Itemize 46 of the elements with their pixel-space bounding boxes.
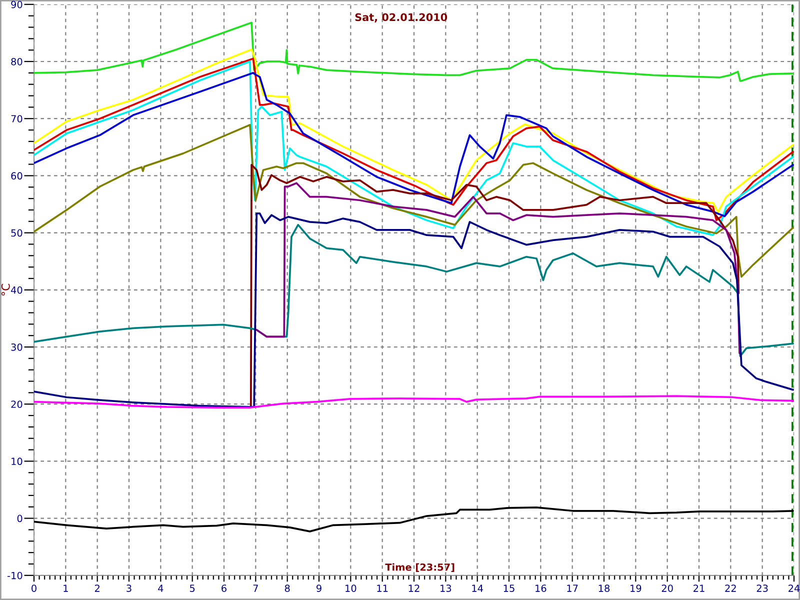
y-tick-label: 60 — [11, 172, 22, 180]
x-tick-label: 2 — [94, 584, 100, 592]
y-axis-title: °C — [1, 284, 10, 296]
x-tick-label: 10 — [346, 584, 356, 592]
x-tick-label: 0 — [32, 584, 36, 592]
x-tick-label: 11 — [377, 584, 388, 592]
y-tick-label: 10 — [12, 458, 22, 466]
y-tick-label: 90 — [11, 0, 22, 8]
x-tick-label: 5 — [190, 584, 195, 592]
line-series — [34, 212, 794, 408]
x-tick-label: 1 — [64, 584, 68, 592]
x-tick-label: 23 — [756, 584, 768, 592]
x-tick-label: 17 — [567, 584, 578, 592]
y-tick-label: 70 — [11, 115, 22, 122]
x-tick-label: 6 — [222, 584, 226, 592]
x-tick-label: 24 — [788, 584, 800, 592]
x-tick-label: 3 — [126, 584, 132, 592]
line-series — [34, 22, 794, 82]
y-tick-label: 30 — [11, 343, 22, 351]
y-tick-label: -10 — [7, 572, 22, 580]
y-tick-label: 0 — [17, 514, 22, 522]
line-series — [256, 182, 740, 354]
line-series — [34, 395, 794, 408]
line-series — [250, 164, 740, 408]
y-tick-label: 40 — [10, 286, 22, 294]
x-tick-label: 19 — [630, 584, 642, 592]
y-tick-label: 80 — [11, 58, 22, 66]
x-tick-label: 22 — [725, 584, 736, 592]
x-tick-label: 7 — [253, 584, 258, 592]
x-tick-label: 13 — [440, 584, 452, 592]
x-tick-label: 18 — [598, 584, 610, 592]
y-tick-label: 20 — [11, 400, 22, 408]
x-tick-label: 14 — [472, 584, 483, 592]
x-tick-label: 9 — [316, 584, 322, 592]
x-tick-label: 15 — [504, 584, 514, 592]
line-series — [34, 224, 794, 358]
x-tick-label: 20 — [662, 584, 673, 592]
y-tick-label: 50 — [11, 229, 22, 237]
x-tick-label: 16 — [536, 584, 546, 592]
x-tick-label: 8 — [284, 584, 290, 592]
x-tick-label: 12 — [408, 584, 420, 592]
text: Sat, 02.01.2010 — [355, 13, 448, 22]
x-axis-title: Time [23:57] — [385, 563, 454, 572]
line-series — [34, 124, 794, 278]
x-tick-label: 21 — [694, 584, 704, 592]
x-tick-label: 4 — [158, 584, 164, 592]
